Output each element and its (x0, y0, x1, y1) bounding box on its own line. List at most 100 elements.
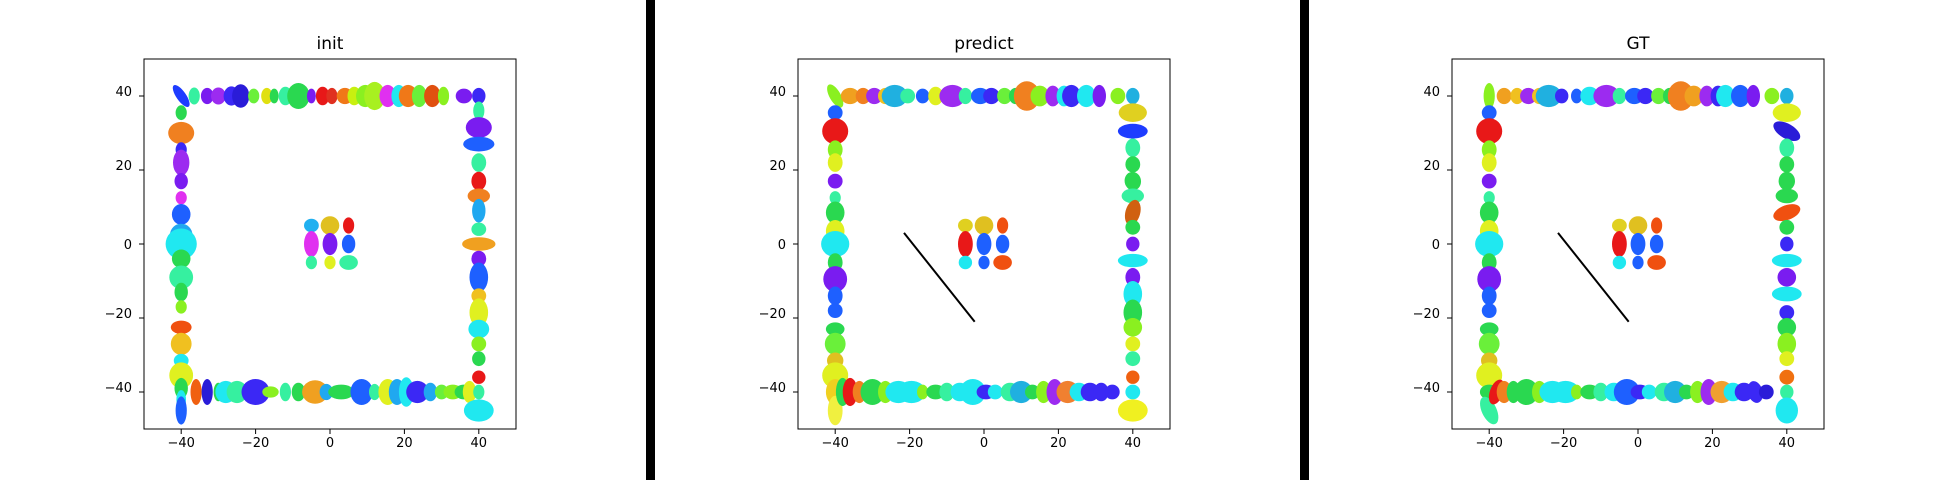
ellipse-mark (315, 86, 330, 106)
ellipse-mark (1758, 384, 1774, 400)
ellipse-mark (1126, 87, 1140, 105)
ellipse-mark (1476, 118, 1503, 145)
ellipse-mark (827, 84, 844, 108)
ellipse-mark (1483, 191, 1495, 205)
ellipse-mark (1125, 138, 1141, 158)
ellipse-mark (175, 191, 187, 205)
ellipse-mark (170, 320, 192, 334)
ellipse-mark (1612, 87, 1627, 105)
ellipse-mark (175, 396, 187, 425)
ellipse-mark (471, 250, 487, 267)
ellipse-mark (1779, 369, 1795, 385)
y-tick-label: −20 (759, 307, 786, 322)
ellipse-mark (978, 255, 990, 270)
y-tick-label: 0 (124, 238, 132, 253)
ellipse-mark (1117, 399, 1148, 422)
x-tick-label: −20 (242, 436, 269, 451)
ellipse-mark (232, 84, 250, 108)
x-tick-label: 0 (980, 436, 988, 451)
ellipse-mark (939, 382, 955, 402)
ellipse-mark (1124, 171, 1142, 191)
ellipse-mark (1123, 299, 1143, 326)
ellipse-mark (469, 262, 489, 293)
ellipse-mark (472, 87, 486, 105)
panel-init: init −40 −20 0 20 40 40 20 0 −20 −40 (105, 34, 517, 451)
ellipse-mark (840, 87, 860, 105)
x-tick-label: 20 (1704, 436, 1721, 451)
ellipse-mark (1773, 121, 1801, 142)
ellipse-mark (1520, 87, 1537, 105)
ellipse-mark (302, 380, 329, 404)
ellipse-mark (974, 216, 994, 235)
ellipse-mark (1780, 384, 1794, 400)
ellipse-mark (1036, 380, 1051, 404)
ellipse-mark (1125, 219, 1141, 235)
ellipse-mark (287, 83, 310, 109)
ellipse-mark (423, 382, 438, 402)
ellipse-mark (1124, 199, 1141, 226)
ellipse-mark (174, 173, 188, 190)
ellipse-mark (455, 88, 473, 104)
ellipse-mark (471, 153, 487, 172)
ellipse-mark (1481, 153, 1497, 172)
ellipse-mark (379, 84, 396, 108)
ellipse-mark (1746, 84, 1761, 108)
ellipse-mark (467, 188, 490, 204)
y-tick-label: 40 (1423, 85, 1440, 100)
ellipse-mark (1010, 380, 1033, 404)
ellipse-mark (304, 231, 319, 257)
x-tick-label: 0 (1634, 436, 1642, 451)
ellipse-mark (1779, 156, 1795, 173)
ellipse-mark (917, 384, 929, 400)
ellipse-layer (821, 81, 1148, 426)
ellipse-mark (328, 384, 355, 400)
ellipse-mark (472, 370, 486, 384)
ellipse-mark (1779, 138, 1795, 158)
ellipse-mark (350, 379, 373, 405)
ellipse-mark (170, 332, 192, 355)
ellipse-mark (269, 88, 279, 104)
ellipse-mark (928, 86, 943, 106)
tick-marks (1447, 95, 1788, 434)
ellipse-mark (463, 399, 494, 422)
ellipse-mark (472, 351, 486, 367)
ellipse-mark (827, 303, 843, 318)
ellipse-mark (1780, 87, 1794, 105)
y-tick-label: 0 (778, 238, 786, 253)
ellipse-mark (1045, 85, 1061, 107)
ellipse-mark (1093, 382, 1109, 402)
ellipse-mark (1571, 88, 1583, 104)
ellipse-mark (881, 84, 908, 108)
ellipse-mark (1580, 86, 1599, 106)
ellipse-mark (1651, 217, 1663, 234)
ellipse-mark (1104, 384, 1120, 400)
ellipse-mark (1777, 318, 1797, 337)
x-tick-label: 40 (1779, 436, 1796, 451)
y-tick-label: 40 (115, 85, 132, 100)
ellipse-mark (1125, 156, 1141, 173)
ellipse-mark (463, 136, 495, 152)
ellipse-mark (1780, 236, 1794, 252)
ellipse-mark (827, 173, 843, 189)
ellipse-mark (1571, 384, 1583, 400)
panel-separator (646, 0, 655, 480)
ellipse-mark (1777, 268, 1797, 287)
ellipse-mark (165, 228, 197, 260)
ellipse-mark (1775, 188, 1799, 204)
ellipse-mark (1747, 381, 1763, 403)
tick-marks (139, 95, 480, 434)
ellipse-mark (1779, 219, 1795, 235)
ellipse-mark (1126, 236, 1140, 252)
y-tick-label: 0 (1432, 238, 1440, 253)
ellipse-mark (1483, 83, 1495, 109)
ellipse-mark (983, 87, 1000, 105)
ellipse-mark (987, 384, 1003, 400)
ellipse-mark (211, 87, 226, 105)
y-tick-label: 20 (115, 159, 132, 174)
ellipse-mark (997, 87, 1012, 105)
ellipse-mark (1771, 253, 1802, 268)
x-tick-label: −20 (896, 436, 923, 451)
ellipse-mark (322, 232, 338, 256)
ellipse-mark (939, 84, 966, 108)
ellipse-mark (976, 232, 992, 256)
